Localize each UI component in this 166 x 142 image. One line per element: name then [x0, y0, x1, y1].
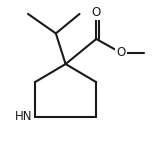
- Text: O: O: [92, 6, 101, 19]
- Text: O: O: [117, 46, 126, 59]
- Text: HN: HN: [15, 110, 33, 123]
